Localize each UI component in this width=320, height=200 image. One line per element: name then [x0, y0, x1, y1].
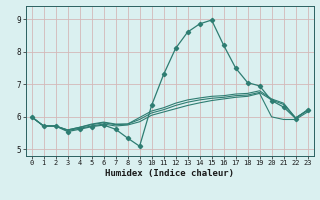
X-axis label: Humidex (Indice chaleur): Humidex (Indice chaleur): [105, 169, 234, 178]
